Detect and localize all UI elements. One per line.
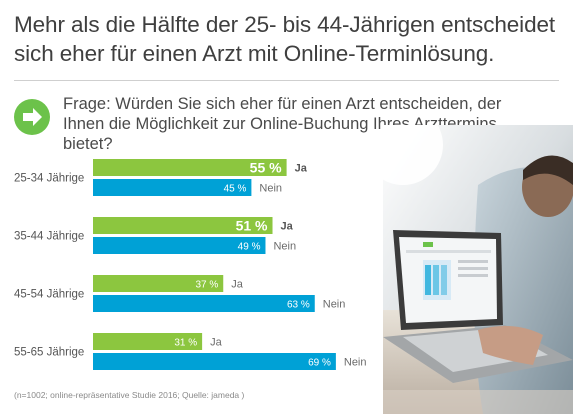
category-label: 45-54 Jährige xyxy=(14,289,84,301)
bar-nein xyxy=(93,353,336,370)
category-label: 55-65 Jährige xyxy=(14,347,84,359)
value-label: 45 % xyxy=(224,184,247,195)
value-label: 69 % xyxy=(308,358,331,369)
bar-nein xyxy=(93,295,315,312)
value-label: 63 % xyxy=(287,300,310,311)
bar-ja xyxy=(93,333,203,350)
series-label: Ja xyxy=(281,221,294,233)
category-label: 35-44 Jährige xyxy=(14,231,84,243)
value-label: 37 % xyxy=(195,280,218,291)
series-label: Ja xyxy=(231,279,244,291)
value-label: 55 % xyxy=(250,160,282,176)
bar-ja xyxy=(93,275,224,292)
page-title: Mehr als die Hälfte der 25- bis 44-Jähri… xyxy=(14,12,556,66)
bar-ja xyxy=(93,159,287,176)
category-label: 25-34 Jährige xyxy=(14,173,84,185)
series-label: Ja xyxy=(210,337,223,349)
series-label: Ja xyxy=(295,163,308,175)
bar-nein xyxy=(93,237,266,254)
value-label: 49 % xyxy=(238,242,261,253)
series-label: Nein xyxy=(273,241,296,253)
series-label: Nein xyxy=(259,183,282,195)
value-label: 51 % xyxy=(236,218,268,234)
value-label: 31 % xyxy=(174,338,197,349)
footnote: (n=1002; online-repräsentative Studie 20… xyxy=(14,390,245,400)
bar-nein xyxy=(93,179,252,196)
laptop-photo xyxy=(383,125,573,414)
divider xyxy=(14,80,559,81)
series-label: Nein xyxy=(323,299,346,311)
series-label: Nein xyxy=(344,357,367,369)
arrow-right-icon xyxy=(14,99,50,135)
bar-ja xyxy=(93,217,273,234)
